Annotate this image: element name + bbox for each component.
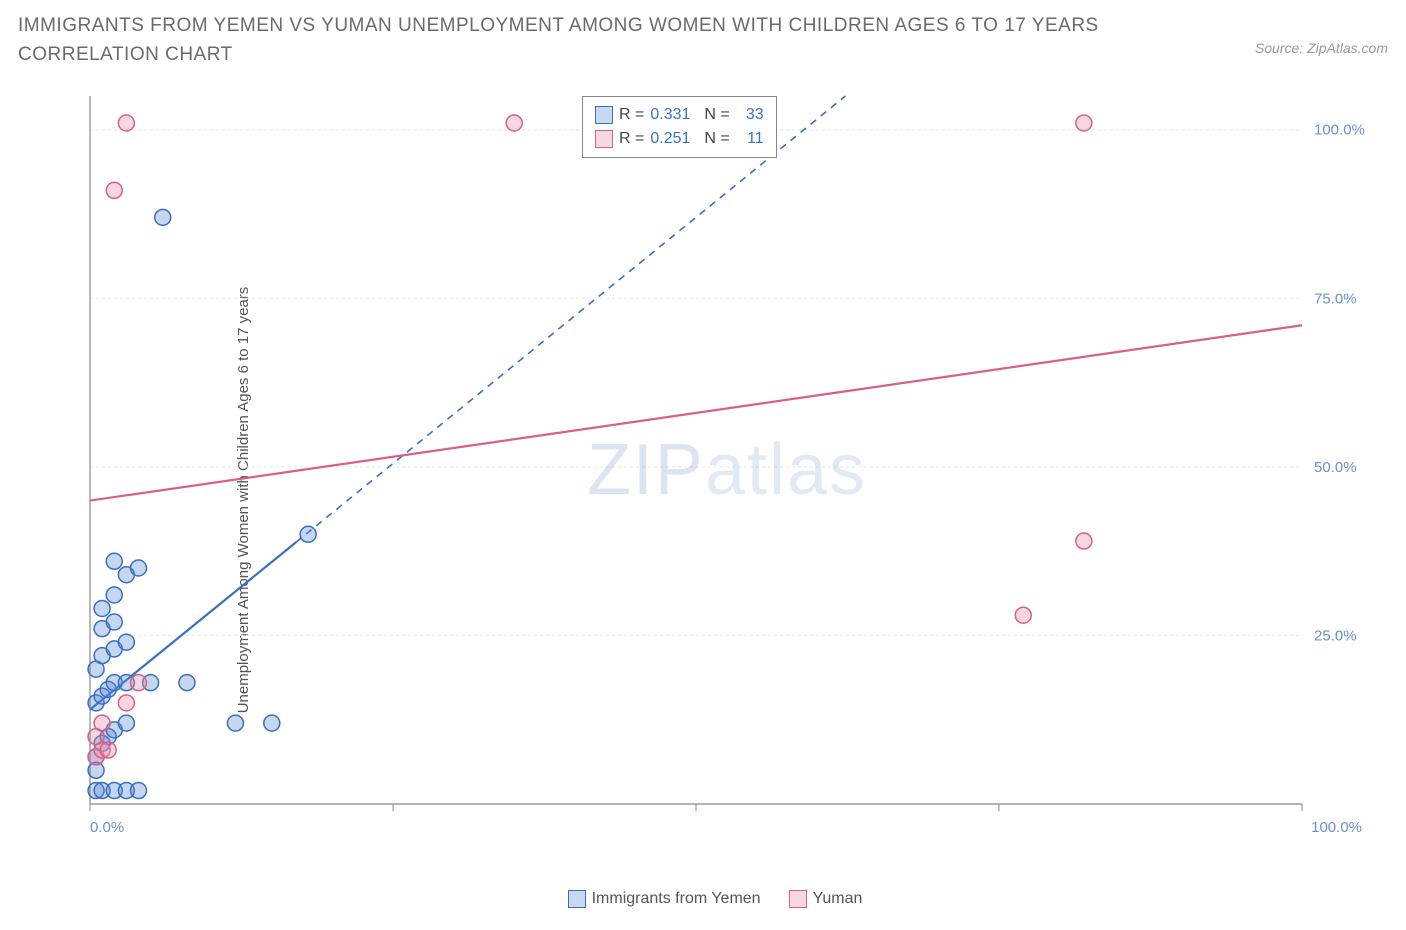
data-point bbox=[118, 695, 134, 711]
legend-r-label: R = bbox=[619, 103, 644, 127]
chart-svg: 25.0% 50.0% 75.0% 100.0% 0.0% 100.0% bbox=[82, 90, 1372, 850]
legend-r-value: 0.331 bbox=[650, 103, 698, 127]
data-point bbox=[118, 115, 134, 131]
trend-line-dashed bbox=[296, 96, 845, 542]
y-tick-label: 75.0% bbox=[1314, 290, 1357, 307]
data-point bbox=[106, 553, 122, 569]
trend-line bbox=[90, 325, 1302, 500]
legend-row: R =0.251N = 11 bbox=[595, 127, 764, 151]
legend-swatch bbox=[595, 106, 613, 124]
legend-n-value: 11 bbox=[736, 127, 764, 151]
data-point bbox=[100, 742, 116, 758]
data-point bbox=[1076, 533, 1092, 549]
legend-swatch bbox=[789, 890, 807, 908]
legend-swatch bbox=[595, 130, 613, 148]
data-point bbox=[155, 209, 171, 225]
series-legend-label: Immigrants from Yemen bbox=[592, 890, 761, 908]
y-tick-label: 50.0% bbox=[1314, 459, 1357, 476]
legend-n-label: N = bbox=[704, 103, 729, 127]
legend-n-value: 33 bbox=[736, 103, 764, 127]
data-point bbox=[106, 614, 122, 630]
legend-row: R =0.331N = 33 bbox=[595, 103, 764, 127]
data-point bbox=[118, 715, 134, 731]
x-tick-label: 100.0% bbox=[1311, 819, 1362, 836]
data-point bbox=[130, 783, 146, 799]
legend-swatch bbox=[568, 890, 586, 908]
data-point bbox=[227, 715, 243, 731]
chart-title: IMMIGRANTS FROM YEMEN VS YUMAN UNEMPLOYM… bbox=[18, 12, 1118, 69]
data-point bbox=[1076, 115, 1092, 131]
data-point bbox=[94, 715, 110, 731]
data-point bbox=[106, 587, 122, 603]
x-tick-label: 0.0% bbox=[90, 819, 124, 836]
data-point bbox=[118, 634, 134, 650]
scatter-plot: 25.0%50.0%75.0%100.0%0.0%100.0% ZIPatlas… bbox=[82, 90, 1372, 850]
source-attribution: Source: ZipAtlas.com bbox=[1255, 40, 1388, 56]
series-legend-item: Immigrants from Yemen bbox=[568, 890, 761, 908]
data-point bbox=[130, 560, 146, 576]
data-point bbox=[130, 675, 146, 691]
legend-n-label: N = bbox=[704, 127, 729, 151]
data-point bbox=[94, 600, 110, 616]
correlation-legend: R =0.331N = 33 R =0.251N = 11 bbox=[582, 96, 777, 158]
data-point bbox=[1015, 607, 1031, 623]
y-tick-label: 25.0% bbox=[1314, 627, 1357, 644]
legend-r-value: 0.251 bbox=[650, 127, 698, 151]
series-legend: Immigrants from Yemen Yuman bbox=[40, 890, 1390, 908]
series-legend-label: Yuman bbox=[813, 890, 863, 908]
y-tick-label: 100.0% bbox=[1314, 122, 1365, 139]
data-point bbox=[300, 526, 316, 542]
data-point bbox=[179, 675, 195, 691]
data-point bbox=[264, 715, 280, 731]
data-point bbox=[506, 115, 522, 131]
legend-r-label: R = bbox=[619, 127, 644, 151]
series-legend-item: Yuman bbox=[789, 890, 863, 908]
data-point bbox=[106, 182, 122, 198]
